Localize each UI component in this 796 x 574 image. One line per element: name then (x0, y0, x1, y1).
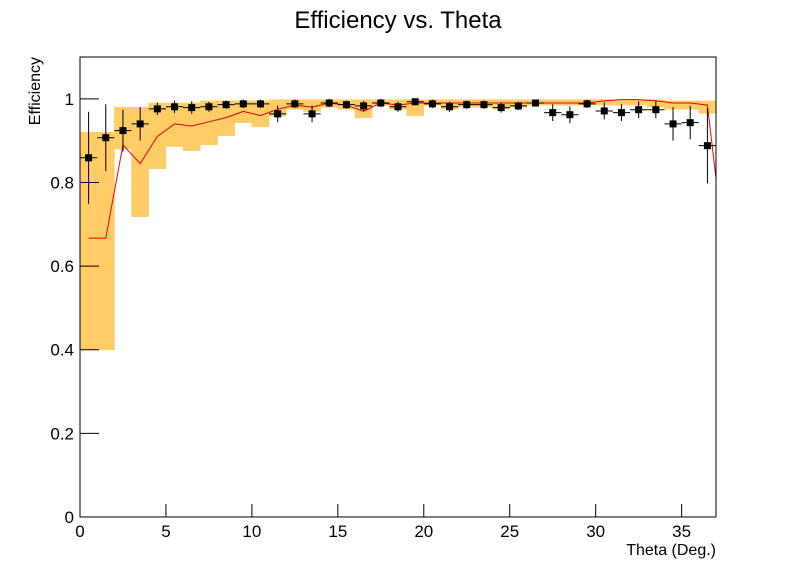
marker (532, 99, 540, 107)
marker (566, 111, 574, 119)
x-tick-label: 15 (328, 522, 347, 541)
marker (205, 103, 213, 111)
marker (428, 100, 436, 108)
marker (291, 100, 299, 108)
marker (119, 127, 127, 135)
x-tick-label: 20 (414, 522, 433, 541)
marker (446, 103, 454, 111)
marker (411, 98, 419, 106)
marker (703, 142, 711, 150)
marker (583, 100, 591, 108)
y-tick-label: 1 (65, 90, 74, 109)
marker (617, 109, 625, 117)
marker (342, 101, 350, 109)
marker (635, 106, 643, 114)
x-tick-label: 10 (242, 522, 261, 541)
marker (102, 134, 110, 142)
marker (480, 101, 488, 109)
frame (79, 56, 717, 518)
marker (188, 104, 196, 112)
marker (256, 100, 264, 108)
model-line (88, 99, 717, 239)
y-axis-label: Efficiency (27, 57, 44, 125)
band (561, 99, 579, 106)
marker (85, 154, 93, 162)
marker (463, 101, 471, 109)
x-tick-label: 5 (161, 522, 170, 541)
marker (360, 102, 368, 110)
marker (239, 100, 247, 108)
marker (222, 101, 230, 109)
marker (308, 110, 316, 118)
marker (394, 103, 402, 111)
marker (669, 120, 677, 128)
y-tick-label: 0.2 (50, 424, 74, 443)
marker (136, 120, 144, 128)
marker (549, 109, 557, 117)
marker (377, 99, 385, 107)
y-tick-label: 0.6 (50, 257, 74, 276)
chart-title: Efficiency vs. Theta (294, 7, 502, 34)
x-tick-label: 25 (500, 522, 519, 541)
x-axis-label: Theta (Deg.) (626, 542, 716, 559)
x-tick-label: 0 (75, 522, 84, 541)
marker (652, 106, 660, 114)
marker (153, 105, 161, 113)
marker (171, 103, 179, 111)
marker (686, 119, 694, 127)
marker (600, 107, 608, 115)
x-tick-label: 35 (672, 522, 691, 541)
y-tick-label: 0.8 (50, 173, 74, 192)
marker (514, 102, 522, 110)
marker (274, 110, 282, 118)
y-tick-label: 0.4 (50, 341, 74, 360)
marker (497, 104, 505, 112)
marker (325, 99, 333, 107)
x-tick-label: 30 (586, 522, 605, 541)
y-tick-label: 0 (65, 508, 74, 527)
